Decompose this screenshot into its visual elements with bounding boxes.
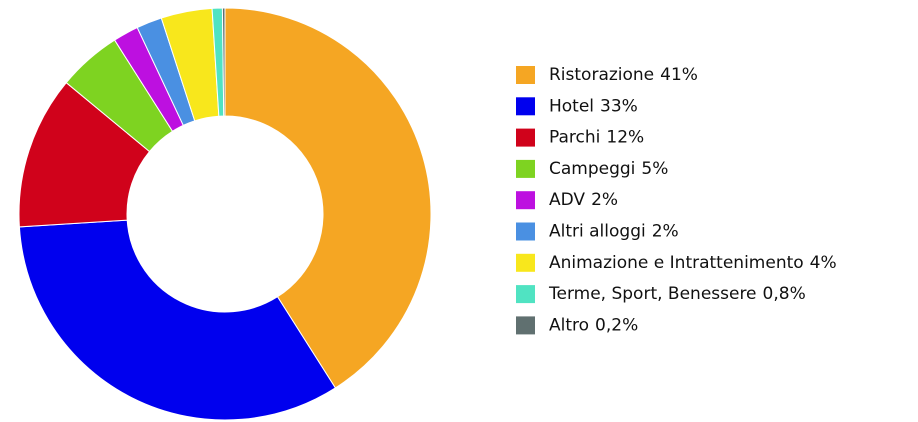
- legend-swatch: [516, 285, 535, 304]
- legend-swatch: [516, 222, 535, 241]
- legend-value: 2%: [652, 222, 679, 242]
- legend-label: Campeggi 5%: [549, 159, 668, 179]
- legend-label: Hotel 33%: [549, 96, 638, 116]
- legend-swatch: [516, 316, 535, 335]
- donut-slice: [221, 7, 226, 117]
- donut-slice: [224, 7, 432, 389]
- legend-value: 33%: [600, 96, 638, 116]
- legend-value: 2%: [591, 190, 618, 210]
- legend-swatch: [516, 191, 535, 210]
- legend-label: ADV 2%: [549, 190, 618, 210]
- legend-value: 12%: [606, 128, 644, 148]
- legend-label: Animazione e Intrattenimento 4%: [549, 253, 837, 273]
- legend-label: Altro 0,2%: [549, 315, 638, 335]
- legend-label: Terme, Sport, Benessere 0,8%: [548, 284, 806, 304]
- legend-swatch: [516, 253, 535, 272]
- legend-value: 4%: [810, 253, 837, 273]
- legend-label: Parchi 12%: [549, 128, 644, 148]
- legend-swatch: [516, 66, 535, 84]
- legend-name: Altri alloggi: [549, 222, 646, 242]
- donut-slice: [18, 219, 337, 421]
- legend-value: 0,2%: [595, 315, 638, 335]
- legend-name: Campeggi: [549, 159, 635, 179]
- legend-name: Terme, Sport, Benessere: [548, 284, 757, 304]
- legend-value: 0,8%: [763, 284, 806, 304]
- legend-value: 5%: [641, 159, 668, 179]
- legend-swatch: [516, 159, 535, 178]
- legend-name: Hotel: [549, 96, 594, 116]
- legend-swatch: [516, 97, 535, 116]
- legend-name: Ristorazione: [549, 65, 654, 85]
- legend-name: Altro: [549, 315, 589, 335]
- legend-name: Parchi: [549, 128, 600, 148]
- legend-name: ADV: [549, 190, 585, 210]
- legend-name: Animazione e Intrattenimento: [549, 253, 804, 273]
- legend-swatch: [516, 128, 535, 147]
- legend-value: 41%: [660, 65, 698, 85]
- legend-label: Ristorazione 41%: [549, 65, 698, 85]
- legend-label: Altri alloggi 2%: [549, 222, 679, 242]
